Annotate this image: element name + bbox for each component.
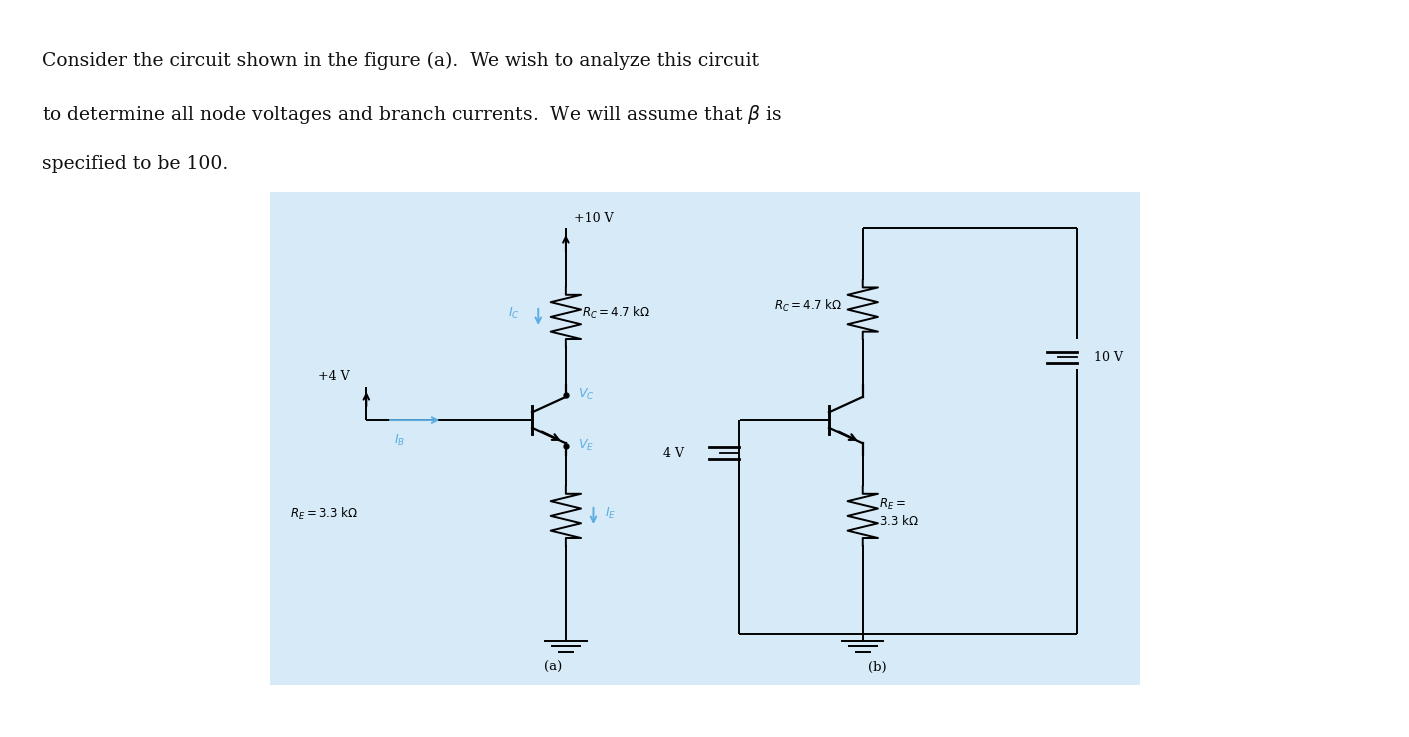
- Text: $I_E$: $I_E$: [604, 506, 616, 521]
- Text: $I_B$: $I_B$: [395, 433, 406, 448]
- Text: $R_E =$
$3.3\ \mathrm{k\Omega}$: $R_E =$ $3.3\ \mathrm{k\Omega}$: [879, 497, 919, 528]
- Text: $I_C$: $I_C$: [507, 306, 520, 321]
- Text: (a): (a): [544, 661, 562, 674]
- Text: $R_C = 4.7\ \mathrm{k\Omega}$: $R_C = 4.7\ \mathrm{k\Omega}$: [582, 305, 650, 321]
- Text: $R_C = 4.7\ \mathrm{k\Omega}$: $R_C = 4.7\ \mathrm{k\Omega}$: [774, 298, 841, 314]
- Text: to determine all node voltages and branch currents.  We will assume that $\beta$: to determine all node voltages and branc…: [42, 103, 782, 126]
- Text: (b): (b): [868, 661, 886, 674]
- Text: +10 V: +10 V: [573, 212, 614, 225]
- Text: Consider the circuit shown in the figure (a).  We wish to analyze this circuit: Consider the circuit shown in the figure…: [42, 52, 759, 70]
- FancyBboxPatch shape: [269, 192, 1140, 685]
- Text: $R_E = 3.3\ \mathrm{k\Omega}$: $R_E = 3.3\ \mathrm{k\Omega}$: [290, 506, 358, 522]
- Text: $V_C$: $V_C$: [578, 387, 595, 402]
- Text: $V_E$: $V_E$: [578, 438, 595, 453]
- Text: 4 V: 4 V: [664, 447, 685, 460]
- Text: +4 V: +4 V: [318, 370, 349, 383]
- Text: 10 V: 10 V: [1093, 351, 1123, 364]
- Text: specified to be 100.: specified to be 100.: [42, 155, 228, 172]
